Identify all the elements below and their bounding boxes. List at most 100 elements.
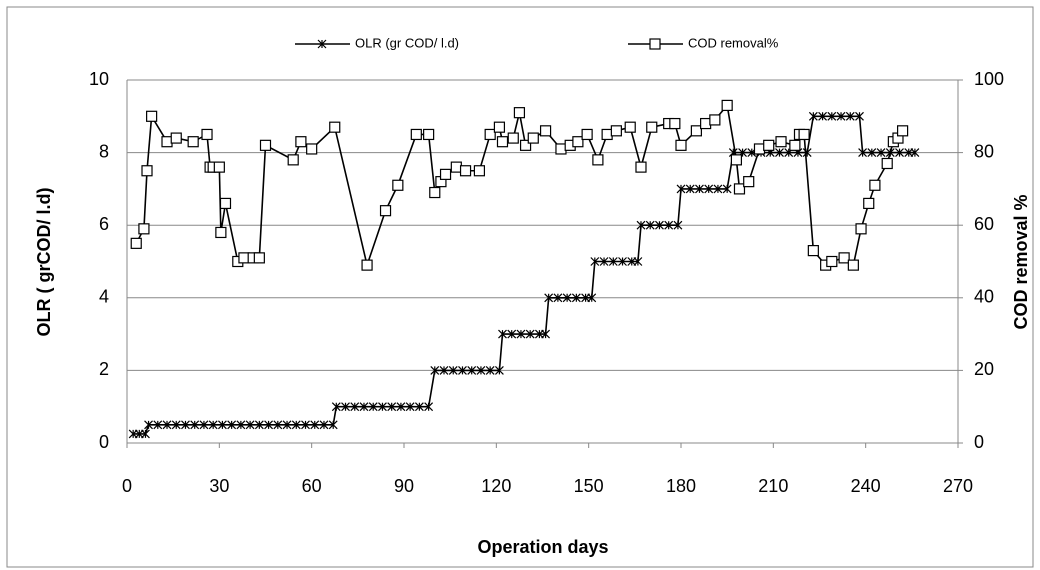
point [896, 125, 909, 137]
y-tick-label: 4 [99, 287, 109, 307]
point [430, 365, 440, 375]
y-tick-label: 2 [99, 359, 109, 379]
point [146, 110, 158, 122]
point [215, 226, 227, 239]
point [429, 186, 441, 199]
point [519, 139, 532, 151]
point [541, 329, 551, 339]
y-tick-label: 10 [89, 69, 109, 89]
x-tick-label: 180 [666, 476, 696, 496]
point [690, 125, 702, 137]
point [555, 143, 567, 155]
point [199, 420, 209, 430]
point [254, 420, 264, 430]
point [423, 128, 435, 141]
point [328, 420, 338, 430]
point [664, 220, 674, 230]
point [675, 139, 687, 151]
point [264, 420, 274, 430]
x-tick-label: 150 [574, 476, 604, 496]
point [458, 365, 467, 375]
point [807, 245, 819, 257]
point [310, 420, 320, 430]
point [161, 136, 173, 148]
x-tick-label: 0 [122, 476, 132, 496]
y-axis-label: OLR ( grCOD/ l.d) [34, 188, 54, 337]
point [485, 365, 495, 375]
point [273, 420, 283, 430]
point [493, 121, 506, 133]
point [291, 420, 301, 430]
point [587, 293, 597, 303]
point [845, 111, 855, 121]
point [867, 148, 877, 158]
point [601, 128, 613, 141]
y-tick-label: 0 [99, 432, 109, 452]
point [507, 329, 517, 339]
point [624, 121, 636, 133]
point [153, 420, 163, 430]
point [858, 148, 868, 158]
point [170, 132, 182, 144]
point [507, 132, 519, 144]
point [187, 136, 199, 148]
x-tick-label: 240 [851, 476, 881, 496]
point [368, 402, 378, 412]
point [635, 161, 647, 173]
point [910, 148, 920, 158]
point [818, 111, 828, 121]
x-tick-label: 270 [943, 476, 973, 496]
point [238, 252, 250, 264]
point [141, 165, 153, 177]
point [190, 420, 200, 430]
point [387, 402, 397, 412]
point [527, 132, 539, 144]
point [869, 179, 881, 191]
point [539, 125, 552, 137]
point [236, 420, 246, 430]
point [695, 184, 704, 194]
series-line [133, 115, 915, 435]
point [498, 329, 507, 339]
point [208, 420, 218, 430]
point [459, 165, 472, 177]
point [881, 157, 893, 170]
point [295, 136, 307, 148]
y2-tick-label: 40 [974, 287, 994, 307]
point [838, 252, 850, 264]
point [633, 257, 643, 266]
point [171, 420, 181, 430]
point [592, 154, 604, 166]
point [350, 402, 360, 412]
y2-tick-label: 80 [974, 141, 994, 161]
point [655, 220, 664, 230]
point [162, 420, 172, 430]
point [863, 197, 875, 210]
legend-marker [317, 39, 327, 49]
point [581, 128, 593, 141]
point [496, 136, 509, 148]
point [775, 136, 787, 148]
legend-label: OLR (gr COD/ l.d) [355, 35, 459, 50]
point [138, 223, 150, 235]
point [476, 365, 486, 375]
point [646, 121, 658, 133]
point [201, 128, 213, 141]
point [827, 111, 837, 121]
x-tick-label: 30 [209, 476, 229, 496]
point [516, 329, 526, 339]
point [685, 184, 695, 194]
point [144, 420, 153, 430]
point [700, 117, 712, 130]
point [876, 148, 886, 158]
point [673, 220, 683, 230]
point [227, 420, 237, 430]
point [448, 365, 458, 375]
point [379, 205, 392, 217]
point [217, 420, 227, 430]
point [590, 257, 600, 266]
legend-marker [649, 38, 661, 50]
point [836, 111, 846, 121]
point [808, 111, 818, 121]
point [414, 402, 424, 412]
